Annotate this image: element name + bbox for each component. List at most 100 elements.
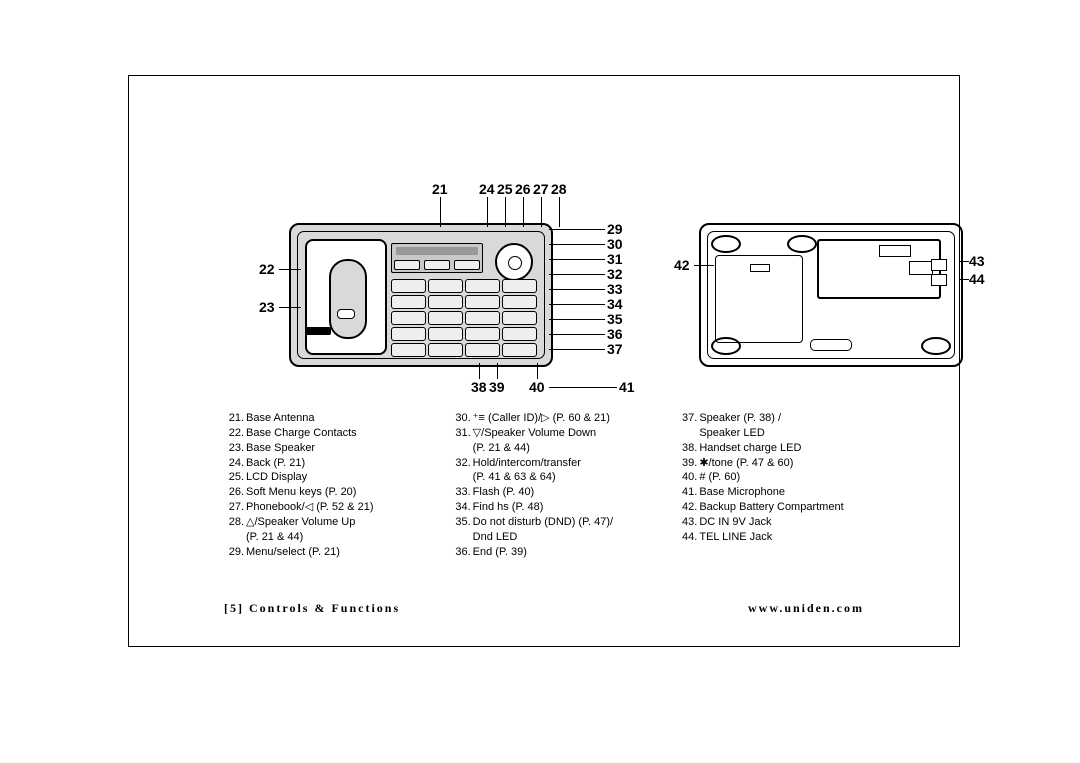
legend-text: Soft Menu keys (P. 20)	[246, 485, 431, 500]
legend-text: Flash (P. 40)	[473, 485, 658, 500]
legend-continuation: (P. 21 & 44)	[224, 530, 431, 545]
callout-number: 36	[607, 326, 623, 342]
legend-number: 36.	[451, 545, 473, 560]
callout-number: 27	[533, 181, 549, 197]
callout-number: 41	[619, 379, 635, 395]
legend-number: 25.	[224, 470, 246, 485]
legend-number: 34.	[451, 500, 473, 515]
legend-text: Back (P. 21)	[246, 456, 431, 471]
callout-number: 21	[432, 181, 448, 197]
legend-number: 40.	[677, 470, 699, 485]
legend-number: 39.	[677, 456, 699, 471]
legend-item: 34.Find hs (P. 48)	[451, 500, 658, 515]
legend-item: 27.Phonebook/◁ (P. 52 & 21)	[224, 500, 431, 515]
legend-item: 31.▽/Speaker Volume Down	[451, 426, 658, 441]
legend-item: 32.Hold/intercom/transfer	[451, 456, 658, 471]
legend-number: 43.	[677, 515, 699, 530]
diagram-area: 2124252627282223293031323334353637383940…	[249, 191, 989, 401]
legend-text: Hold/intercom/transfer	[473, 456, 658, 471]
legend-item: 33.Flash (P. 40)	[451, 485, 658, 500]
footer-page-number: [5]	[224, 601, 244, 615]
legend-item: 23.Base Speaker	[224, 441, 431, 456]
legend-item: 36.End (P. 39)	[451, 545, 658, 560]
legend-number: 37.	[677, 411, 699, 426]
legend-number: 26.	[224, 485, 246, 500]
legend-item: 21.Base Antenna	[224, 411, 431, 426]
callout-number: 24	[479, 181, 495, 197]
legend-item: 39.✱/tone (P. 47 & 60)	[677, 456, 884, 471]
legend-continuation: (P. 21 & 44)	[451, 441, 658, 456]
callout-number: 25	[497, 181, 513, 197]
callout-number: 22	[259, 261, 275, 277]
legend-text: Do not disturb (DND) (P. 47)/	[473, 515, 658, 530]
legend-text: ⁺≡ (Caller ID)/▷ (P. 60 & 21)	[473, 411, 658, 426]
legend: 21.Base Antenna22.Base Charge Contacts23…	[224, 411, 884, 559]
legend-number: 27.	[224, 500, 246, 515]
footer-url: www.uniden.com	[748, 601, 864, 616]
legend-text: Base Antenna	[246, 411, 431, 426]
legend-continuation: Dnd LED	[451, 530, 658, 545]
footer-section: Controls & Functions	[249, 601, 400, 615]
legend-col-2: 30.⁺≡ (Caller ID)/▷ (P. 60 & 21)31.▽/Spe…	[451, 411, 658, 559]
callout-number: 26	[515, 181, 531, 197]
callout-number: 23	[259, 299, 275, 315]
callout-number: 44	[969, 271, 985, 287]
callout-number: 28	[551, 181, 567, 197]
legend-item: 28.△/Speaker Volume Up	[224, 515, 431, 530]
brand-badge	[305, 327, 331, 335]
legend-item: 44.TEL LINE Jack	[677, 530, 884, 545]
legend-item: 25.LCD Display	[224, 470, 431, 485]
legend-text: LCD Display	[246, 470, 431, 485]
legend-number: 22.	[224, 426, 246, 441]
legend-text: DC IN 9V Jack	[699, 515, 884, 530]
legend-number: 23.	[224, 441, 246, 456]
callout-number: 40	[529, 379, 545, 395]
legend-text: Base Charge Contacts	[246, 426, 431, 441]
legend-continuation: Speaker LED	[677, 426, 884, 441]
legend-text: Base Microphone	[699, 485, 884, 500]
callout-number: 33	[607, 281, 623, 297]
legend-number: 29.	[224, 545, 246, 560]
callout-number: 37	[607, 341, 623, 357]
legend-text: Base Speaker	[246, 441, 431, 456]
legend-text: End (P. 39)	[473, 545, 658, 560]
legend-text: Find hs (P. 48)	[473, 500, 658, 515]
page-frame: 2124252627282223293031323334353637383940…	[128, 75, 960, 647]
legend-item: 30.⁺≡ (Caller ID)/▷ (P. 60 & 21)	[451, 411, 658, 426]
legend-item: 29.Menu/select (P. 21)	[224, 545, 431, 560]
callout-number: 30	[607, 236, 623, 252]
callout-number: 35	[607, 311, 623, 327]
callout-number: 43	[969, 253, 985, 269]
legend-item: 42.Backup Battery Compartment	[677, 500, 884, 515]
legend-col-1: 21.Base Antenna22.Base Charge Contacts23…	[224, 411, 431, 559]
legend-item: 35.Do not disturb (DND) (P. 47)/	[451, 515, 658, 530]
legend-text: Backup Battery Compartment	[699, 500, 884, 515]
legend-number: 35.	[451, 515, 473, 530]
nav-dial	[495, 243, 533, 281]
page-footer: [5] Controls & Functions www.uniden.com	[224, 601, 864, 616]
footer-left: [5] Controls & Functions	[224, 601, 400, 616]
legend-col-3: 37.Speaker (P. 38) /Speaker LED38.Handse…	[677, 411, 884, 559]
legend-text: Handset charge LED	[699, 441, 884, 456]
legend-text: ▽/Speaker Volume Down	[473, 426, 658, 441]
legend-number: 24.	[224, 456, 246, 471]
callout-number: 38	[471, 379, 487, 395]
legend-number: 41.	[677, 485, 699, 500]
callout-number: 34	[607, 296, 623, 312]
legend-item: 38.Handset charge LED	[677, 441, 884, 456]
legend-item: 26.Soft Menu keys (P. 20)	[224, 485, 431, 500]
callout-number: 42	[674, 257, 690, 273]
lcd-panel	[391, 243, 483, 273]
callout-number: 39	[489, 379, 505, 395]
legend-continuation: (P. 41 & 63 & 64)	[451, 470, 658, 485]
legend-number: 38.	[677, 441, 699, 456]
callout-number: 29	[607, 221, 623, 237]
legend-number: 31.	[451, 426, 473, 441]
legend-text: ✱/tone (P. 47 & 60)	[699, 456, 884, 471]
legend-text: Phonebook/◁ (P. 52 & 21)	[246, 500, 431, 515]
device-front-illustration	[289, 223, 553, 367]
legend-text: Speaker (P. 38) /	[699, 411, 884, 426]
legend-item: 22.Base Charge Contacts	[224, 426, 431, 441]
legend-item: 37.Speaker (P. 38) /	[677, 411, 884, 426]
legend-number: 32.	[451, 456, 473, 471]
